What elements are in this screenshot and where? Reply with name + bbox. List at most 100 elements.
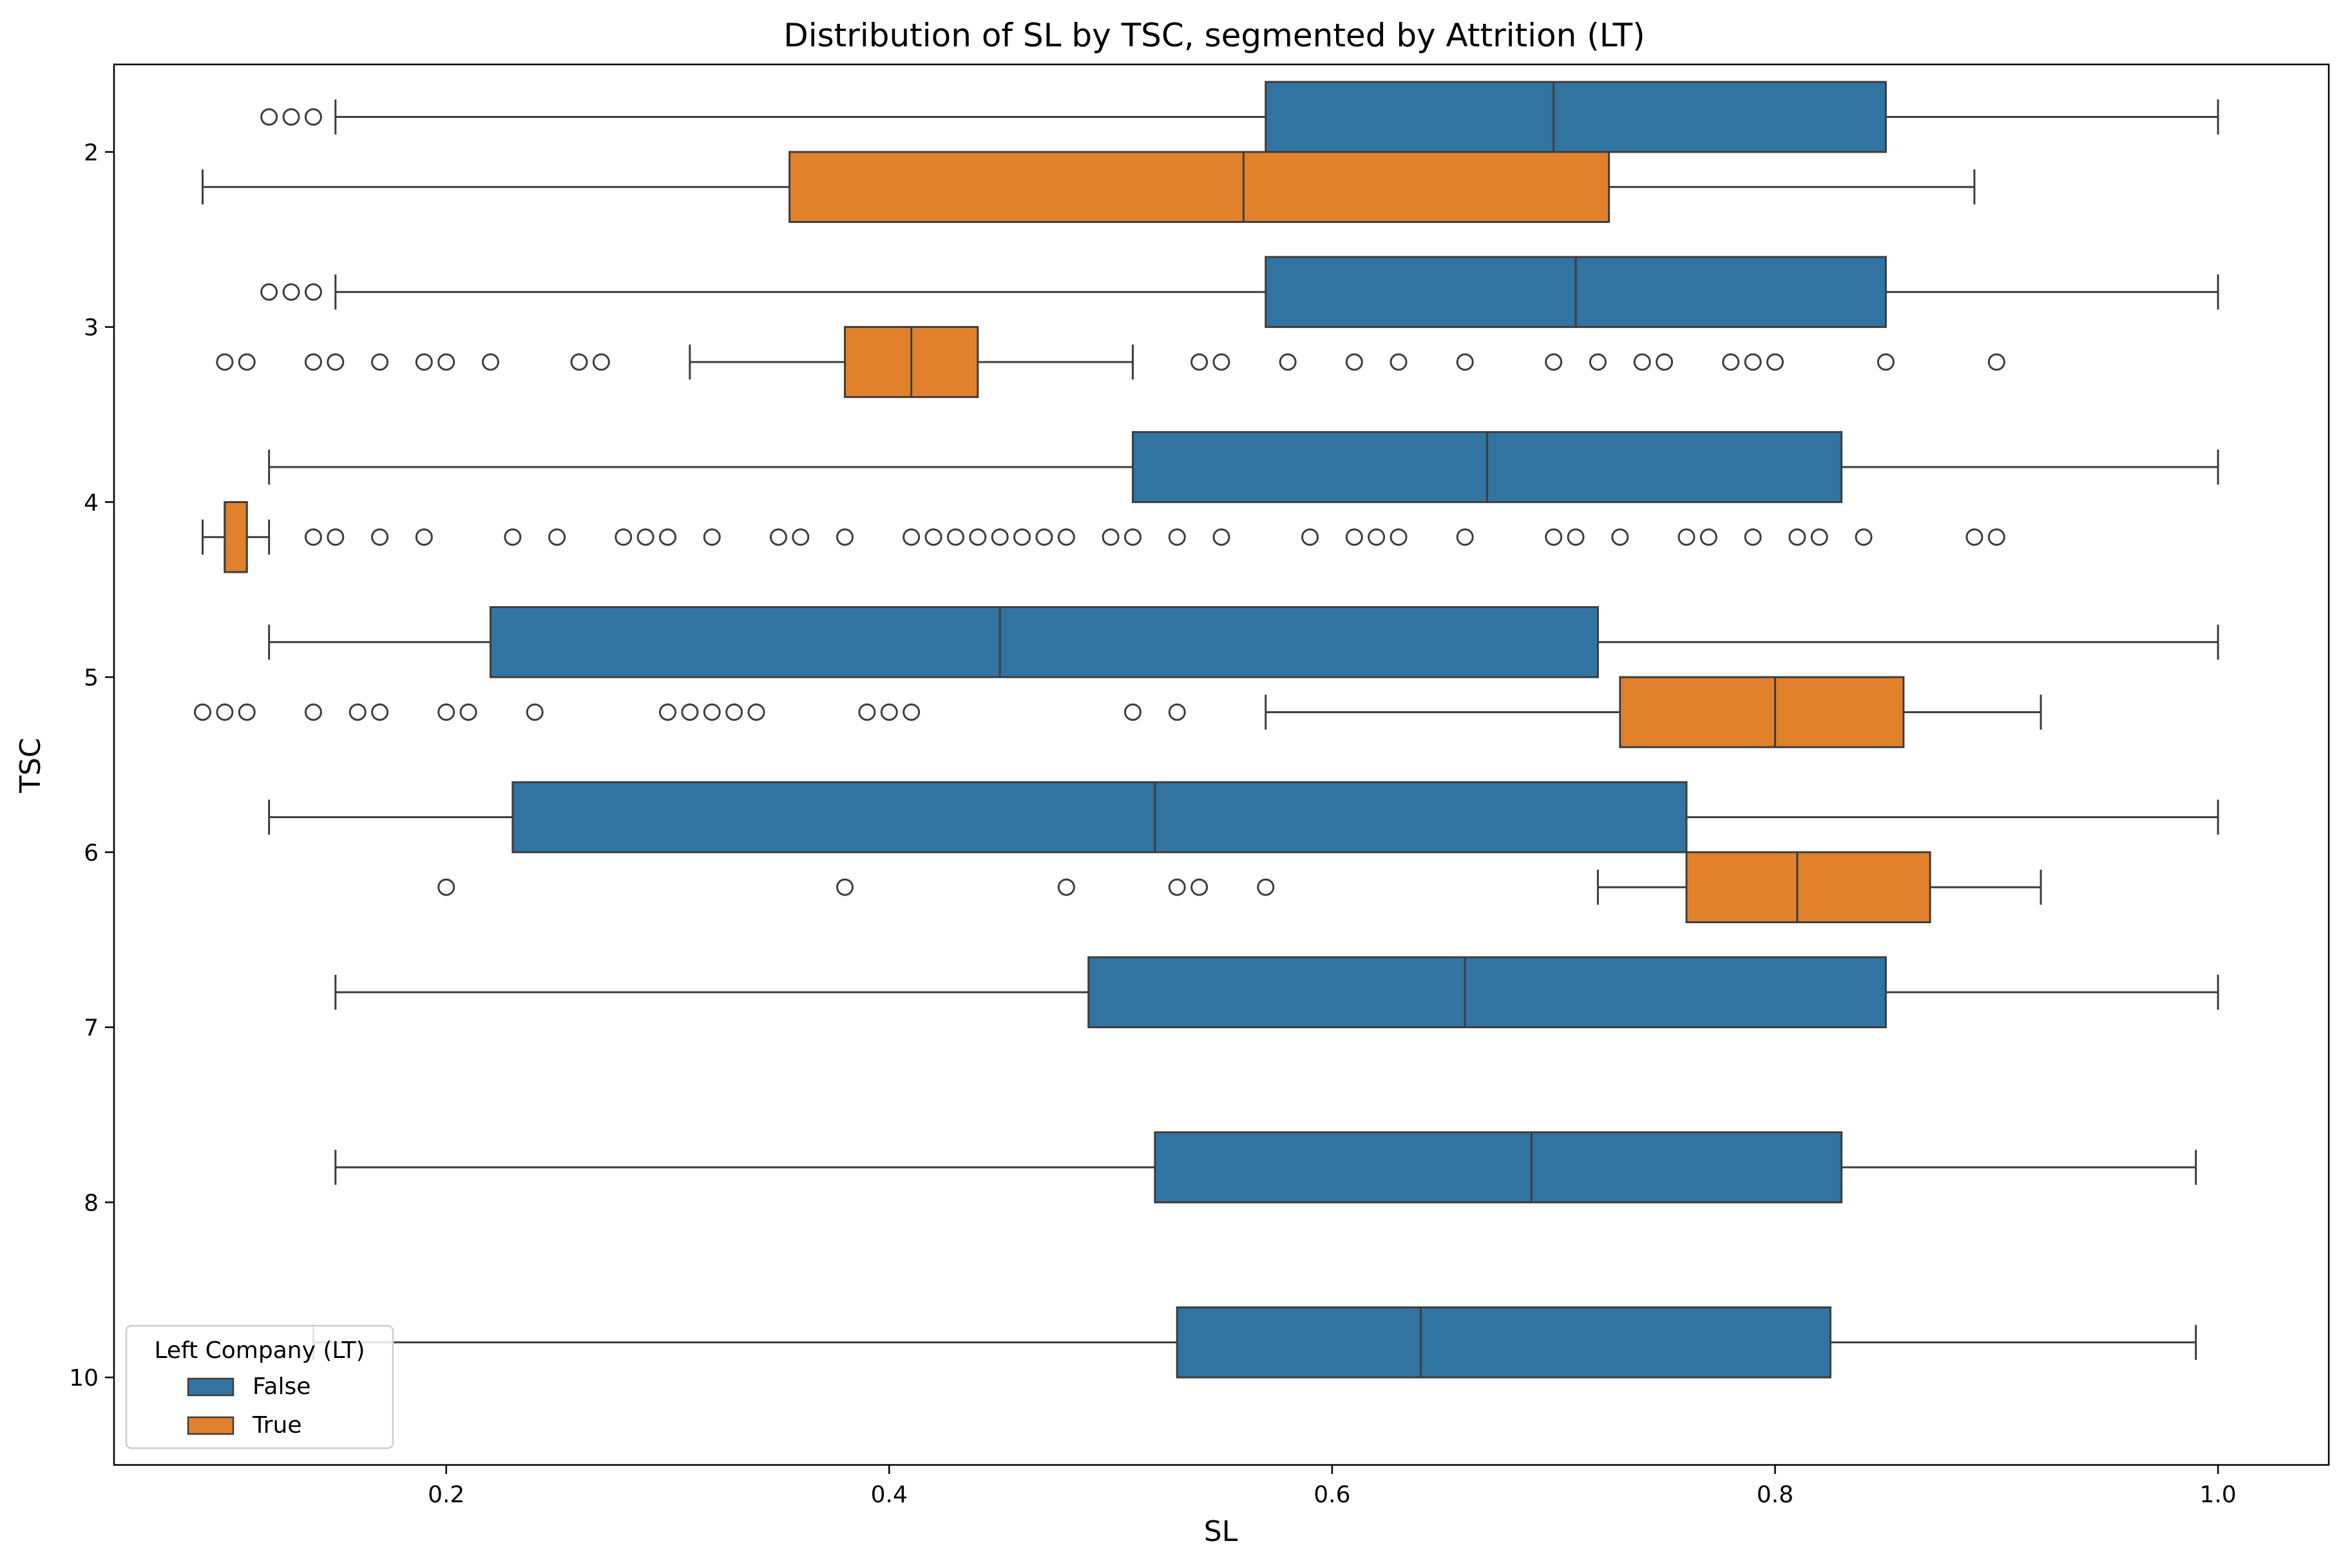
y-axis-label: TSC xyxy=(14,738,47,794)
legend-title: Left Company (LT) xyxy=(154,1337,365,1364)
outlier-point xyxy=(1677,528,1696,546)
outlier-point xyxy=(1699,528,1717,546)
outlier-point xyxy=(1279,353,1297,371)
box-false-10 xyxy=(312,1306,2197,1379)
outlier-point xyxy=(570,353,588,371)
outlier-point xyxy=(792,528,810,546)
outlier-point xyxy=(725,703,743,721)
outlier-point xyxy=(924,528,942,546)
outlier-point xyxy=(437,703,455,721)
iqr-box xyxy=(1619,676,1905,749)
box-false-3 xyxy=(260,256,2219,329)
outlier-point xyxy=(1301,528,1319,546)
outlier-point xyxy=(415,353,433,371)
outlier-point xyxy=(349,703,367,721)
legend: Left Company (LT) False True xyxy=(125,1324,394,1449)
outlier-point xyxy=(1013,528,1031,546)
box-false-8 xyxy=(334,1131,2197,1203)
outlier-point xyxy=(1987,528,2005,546)
outlier-point xyxy=(1212,528,1230,546)
x-tick-label: 0.2 xyxy=(428,1482,464,1508)
outlier-point xyxy=(1123,703,1142,721)
outlier-point xyxy=(1057,878,1075,896)
outlier-point xyxy=(371,703,389,721)
y-tick-label: 5 xyxy=(84,665,99,691)
iqr-box xyxy=(224,501,248,573)
outlier-point xyxy=(747,703,765,721)
y-axis-ticks: 2 3 4 5 6 7 8 10 xyxy=(69,140,114,1391)
outlier-point xyxy=(1545,353,1563,371)
y-tick-label: 3 xyxy=(84,315,99,341)
outlier-point xyxy=(969,528,987,546)
legend-label-false: False xyxy=(253,1373,311,1400)
axes-frame xyxy=(113,63,2330,1466)
x-tick-label: 0.6 xyxy=(1314,1482,1350,1508)
outlier-point xyxy=(636,528,655,546)
outlier-point xyxy=(216,353,234,371)
y-tick-label: 10 xyxy=(69,1365,99,1391)
box-true-5 xyxy=(194,676,2042,749)
iqr-box xyxy=(511,781,1688,854)
outlier-point xyxy=(615,528,633,546)
y-tick-label: 8 xyxy=(84,1190,99,1216)
outlier-point xyxy=(1257,878,1275,896)
outlier-point xyxy=(504,528,522,546)
outlier-point xyxy=(1168,703,1186,721)
outlier-point xyxy=(548,528,566,546)
box-true-3 xyxy=(216,326,2005,398)
outlier-point xyxy=(1766,353,1784,371)
outlier-point xyxy=(437,353,455,371)
outlier-point xyxy=(1102,528,1120,546)
outlier-point xyxy=(304,283,322,301)
outlier-point xyxy=(1987,353,2005,371)
box-true-6 xyxy=(437,851,2042,924)
outlier-point xyxy=(1390,528,1408,546)
outlier-point xyxy=(415,528,433,546)
outlier-point xyxy=(1456,353,1474,371)
outlier-point xyxy=(1965,528,1983,546)
x-tick-label: 0.4 xyxy=(871,1482,908,1508)
outlier-point xyxy=(1168,528,1186,546)
box-true-2 xyxy=(202,151,1976,224)
outlier-point xyxy=(1744,353,1762,371)
y-tick-label: 7 xyxy=(84,1015,99,1042)
x-axis-label: SL xyxy=(1204,1515,1238,1548)
box-true-4 xyxy=(202,501,2005,573)
outlier-point xyxy=(238,353,256,371)
outlier-point xyxy=(371,353,389,371)
x-axis-ticks: 0.2 0.4 0.6 0.8 1.0 xyxy=(428,1465,2237,1508)
iqr-box xyxy=(1154,1131,1843,1203)
outlier-point xyxy=(880,703,898,721)
x-tick-label: 1.0 xyxy=(2199,1482,2236,1508)
box-false-5 xyxy=(268,606,2219,678)
outlier-point xyxy=(1545,528,1563,546)
outlier-point xyxy=(1744,528,1762,546)
outlier-point xyxy=(991,528,1009,546)
outlier-point xyxy=(1212,353,1230,371)
box-false-6 xyxy=(268,781,2219,854)
outlier-point xyxy=(1656,353,1674,371)
outlier-point xyxy=(1345,528,1363,546)
outlier-point xyxy=(194,703,212,721)
outlier-point xyxy=(1611,528,1629,546)
y-tick-label: 6 xyxy=(84,840,99,866)
outlier-point xyxy=(260,108,278,126)
outlier-point xyxy=(1589,353,1607,371)
outlier-point xyxy=(1390,353,1408,371)
outlier-point xyxy=(946,528,964,546)
outlier-point xyxy=(1190,878,1209,896)
outlier-point xyxy=(903,703,921,721)
outlier-point xyxy=(304,353,322,371)
outlier-point xyxy=(1567,528,1585,546)
legend-label-true: True xyxy=(252,1412,301,1439)
legend-swatch-true xyxy=(187,1416,234,1435)
iqr-box xyxy=(1176,1306,1831,1379)
outlier-point xyxy=(1877,353,1895,371)
box-false-4 xyxy=(268,431,2219,503)
y-tick-label: 2 xyxy=(84,140,99,166)
outlier-point xyxy=(858,703,876,721)
outlier-point xyxy=(459,703,477,721)
outlier-point xyxy=(1810,528,1828,546)
outlier-point xyxy=(903,528,921,546)
outlier-point xyxy=(681,703,699,721)
